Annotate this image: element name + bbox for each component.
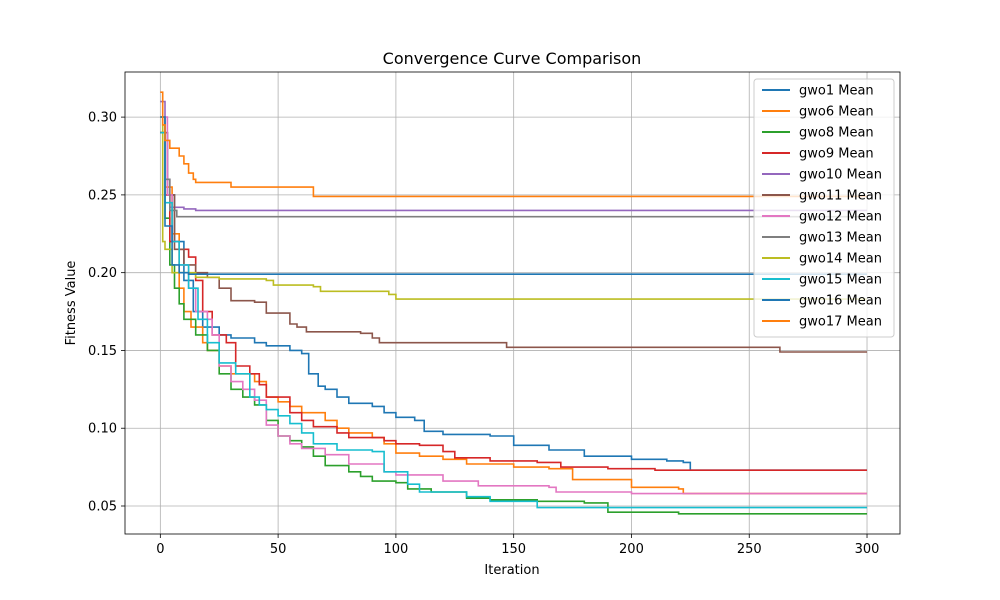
x-tick-label: 200 [619,542,644,557]
y-tick-label: 0.20 [88,266,117,281]
chart-title: Convergence Curve Comparison [383,49,642,68]
series-line-11 [160,116,867,275]
legend-box [753,78,895,338]
y-tick-label: 0.25 [88,188,117,203]
series-line-2 [160,131,867,495]
legend-label: gwo1 Mean [799,84,874,99]
axes: 0 50 100 150 200 250 300 0.05 0.10 0.15 0.20 0.25 0.… [88,71,901,557]
legend-label: gwo12 Mean [799,210,882,225]
legend-label: gwo11 Mean [799,189,882,204]
legend-label: gwo6 Mean [799,105,874,120]
plot-area [160,91,867,515]
x-tick-label: 0 [156,542,164,557]
x-axis-label: Iteration [484,563,539,578]
x-tick-label: 250 [737,542,762,557]
legend-label: gwo8 Mean [799,126,874,141]
series-line-10 [160,131,867,509]
y-tick-label: 0.10 [88,422,117,437]
series-line-4 [160,131,867,471]
series-line-9 [160,116,867,300]
x-tick-label: 300 [855,542,880,557]
series-line-12 [160,91,867,198]
y-tick-label: 0.30 [88,111,117,126]
legend-label: gwo9 Mean [799,147,874,162]
y-axis-label: Fitness Value [64,261,79,346]
axes-frame [124,71,901,535]
x-tick-label: 100 [383,542,408,557]
x-tick-label: 50 [270,542,287,557]
y-tick-label: 0.15 [88,344,117,359]
y-tick-label: 0.05 [88,500,117,515]
legend-label: gwo14 Mean [799,252,882,267]
legend-label: gwo15 Mean [799,273,882,288]
legend-label: gwo17 Mean [799,315,882,330]
series-line-1 [160,131,867,471]
legend-label: gwo10 Mean [799,168,882,183]
legend-label: gwo16 Mean [799,294,882,309]
x-tick-label: 150 [501,542,526,557]
legend: gwo1 Mean gwo6 Mean gwo8 Mean gwo9 Mean gwo1… [753,78,895,338]
legend-label: gwo13 Mean [799,231,882,246]
